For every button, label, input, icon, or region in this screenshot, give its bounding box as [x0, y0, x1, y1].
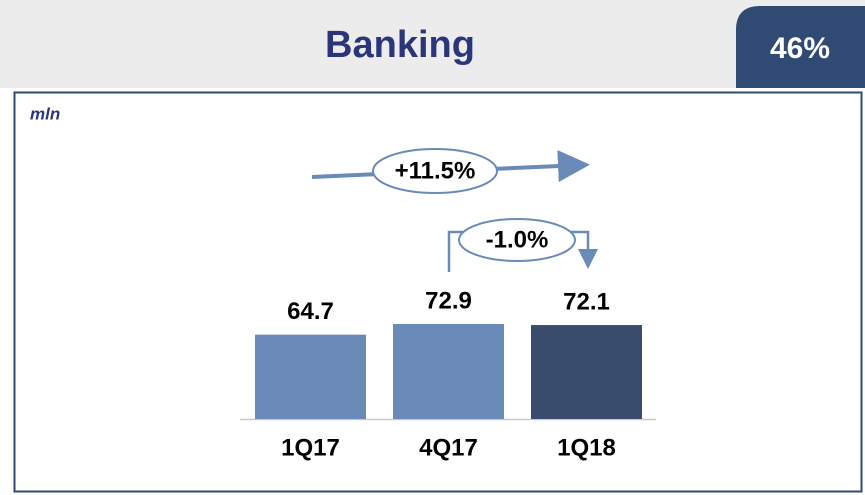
bar: [393, 324, 504, 419]
value-label: 72.9: [425, 287, 472, 314]
badge: [736, 6, 865, 88]
value-label: 64.7: [287, 298, 334, 325]
header-band: [0, 0, 865, 88]
annotation: -1.0%: [486, 226, 549, 253]
x-tick-label: 1Q18: [557, 434, 616, 461]
frame: [13, 91, 863, 493]
bar: [255, 334, 366, 419]
annotation-bubble: [458, 218, 576, 262]
unit-label: mln: [30, 104, 60, 123]
value-label: 72.1: [563, 288, 610, 315]
bar: [531, 325, 642, 419]
annotation: +11.5%: [395, 157, 476, 184]
x-tick-label: 4Q17: [419, 434, 478, 461]
x-tick-label: 1Q17: [281, 434, 340, 461]
badge-text: 46%: [770, 32, 830, 65]
header-title: Banking: [325, 24, 475, 66]
annotation-bubble: [372, 148, 498, 194]
